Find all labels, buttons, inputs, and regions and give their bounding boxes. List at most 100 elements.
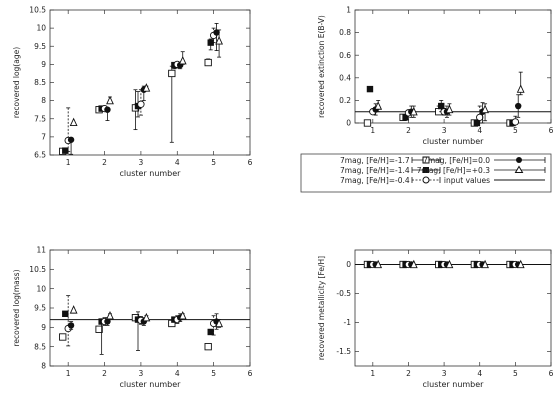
marker-open-triangle — [481, 104, 489, 114]
plot-panel: 1 2 3 4 5 6 8 8.5 9 9.5 10 10.5 11 cluster number reco… — [12, 246, 253, 389]
x-tick-label: 5 — [513, 126, 518, 135]
y-tick-label: 0.4 — [339, 73, 351, 82]
y-axis-label: recovered extinction E(B-V) — [317, 15, 326, 118]
x-tick-label: 6 — [549, 369, 554, 378]
marker-open-circle — [137, 100, 145, 108]
marker-filled-square — [402, 114, 409, 121]
legend-label: 7mag, [Fe/H]=0.0 — [423, 156, 490, 165]
marker-open-triangle — [106, 95, 114, 105]
y-tick-label: 1 — [346, 6, 351, 15]
legend-entry: 7mag, [Fe/H]=-0.4 — [340, 176, 441, 185]
marker-open-triangle — [178, 55, 187, 65]
legend-entry: 7mag, [Fe/H]=-1.4 — [340, 166, 441, 175]
legend-label: 7mag, [Fe/H]=-1.7 — [340, 156, 410, 165]
marker-filled-square — [207, 328, 214, 336]
x-tick-label: 5 — [211, 369, 216, 378]
marker-open-triangle — [481, 259, 489, 269]
legend-marker-open-circle — [422, 176, 430, 184]
x-tick-label: 6 — [248, 158, 253, 167]
marker-open-triangle — [516, 259, 525, 269]
y-tick-label: 9.5 — [34, 42, 46, 51]
marker-open-triangle — [142, 83, 151, 92]
x-tick-label: 4 — [477, 369, 482, 378]
data-series — [69, 29, 223, 127]
legend-label: input values — [444, 176, 490, 185]
y-tick-label: -0.5 — [336, 289, 351, 298]
x-tick-label: 1 — [370, 126, 375, 135]
marker-filled-circle — [213, 29, 220, 36]
x-axis-label: cluster number — [120, 380, 182, 389]
marker-open-square — [95, 325, 103, 333]
y-tick-label: 9 — [41, 323, 46, 332]
legend-entry: 7mag, [Fe/H]=+0.3 — [417, 165, 546, 175]
plot-panel: 1 2 3 4 5 6 -1.5 -1 -0.5 0 cluster number recovered… — [317, 249, 554, 389]
y-tick-label: 10 — [36, 284, 46, 293]
y-tick-label: 0.2 — [339, 96, 351, 105]
data-series — [69, 305, 223, 328]
data-series — [374, 259, 525, 269]
x-tick-label: 2 — [406, 126, 411, 135]
y-tick-label: 0.6 — [339, 51, 351, 60]
x-tick-label: 3 — [139, 158, 144, 167]
legend: 7mag, [Fe/H]=-1.7 7mag, [Fe/H]=0.0 7mag,… — [300, 153, 552, 193]
marker-open-square — [204, 58, 212, 67]
marker-open-triangle — [215, 36, 223, 45]
plot-frame — [354, 249, 552, 367]
marker-filled-circle — [67, 322, 75, 329]
y-tick-label: 10.5 — [29, 6, 46, 15]
legend-label: 7mag, [Fe/H]=+0.3 — [417, 166, 490, 175]
plot-frame — [354, 9, 552, 124]
marker-open-triangle — [409, 106, 418, 116]
y-tick-label: 0.8 — [339, 28, 351, 37]
x-tick-label: 3 — [442, 369, 447, 378]
y-tick-label: 8.5 — [34, 342, 46, 351]
y-tick-label: 8.5 — [34, 78, 46, 87]
legend-marker-filled-circle — [516, 157, 522, 163]
data-series — [366, 85, 516, 127]
marker-open-square — [59, 333, 67, 341]
x-tick-label: 1 — [66, 369, 71, 378]
plot-frame — [49, 9, 251, 156]
y-tick-label: 7 — [41, 132, 46, 141]
marker-filled-square — [438, 102, 445, 110]
marker-open-triangle — [374, 101, 383, 110]
marker-filled-square — [207, 39, 214, 46]
marker-open-triangle — [445, 259, 454, 269]
y-tick-label: 6.5 — [34, 151, 46, 160]
marker-open-square — [168, 69, 176, 78]
x-tick-label: 3 — [139, 369, 144, 378]
y-tick-label: 8 — [41, 362, 46, 371]
marker-open-triangle — [409, 259, 418, 269]
marker-open-triangle — [516, 84, 525, 93]
marker-filled-circle — [104, 318, 111, 325]
y-tick-label: -1 — [344, 318, 352, 327]
marker-filled-square — [62, 310, 69, 317]
data-series — [67, 313, 220, 330]
y-tick-label: 10 — [36, 24, 46, 33]
plot-frame — [49, 249, 251, 367]
data-series — [67, 23, 220, 155]
marker-open-triangle — [445, 104, 454, 114]
x-axis-label: cluster number — [423, 380, 485, 389]
marker-open-triangle — [69, 117, 78, 127]
legend-marker-filled-square — [423, 167, 429, 173]
y-tick-label: -1.5 — [336, 347, 351, 356]
y-tick-label: 0 — [346, 260, 351, 269]
marker-open-circle — [511, 118, 520, 126]
marker-open-circle — [476, 113, 484, 122]
x-tick-label: 5 — [513, 369, 518, 378]
marker-filled-circle — [104, 106, 111, 113]
x-tick-label: 4 — [175, 158, 180, 167]
plot-panel: 1 2 3 4 5 6 0 0.2 0.4 0.6 0.8 1 cluster number recove… — [317, 6, 554, 146]
data-series — [62, 38, 214, 154]
y-tick-label: 7.5 — [34, 114, 46, 123]
marker-open-triangle — [142, 312, 151, 322]
x-tick-label: 2 — [102, 369, 107, 378]
legend-marker-open-triangle — [514, 165, 524, 173]
x-axis-label: cluster number — [423, 137, 485, 146]
x-tick-label: 4 — [477, 126, 482, 135]
marker-open-triangle — [69, 305, 78, 314]
data-series — [374, 71, 525, 122]
marker-open-triangle — [215, 318, 223, 328]
